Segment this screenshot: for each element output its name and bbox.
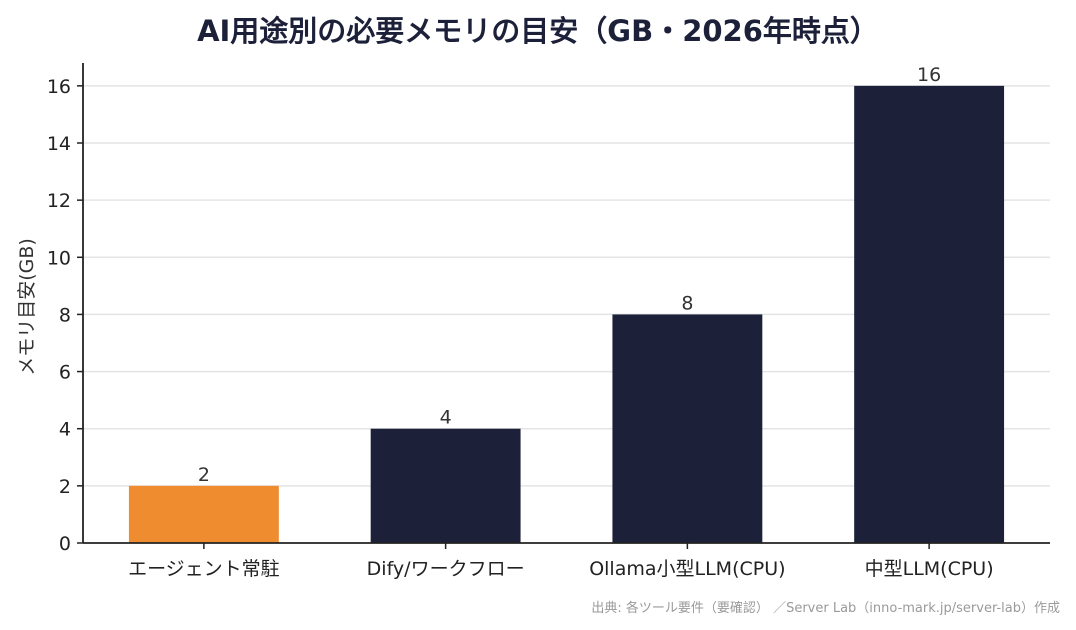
data-label: 16	[917, 64, 941, 86]
data-label: 2	[198, 464, 210, 486]
y-tick-label: 2	[59, 476, 71, 498]
y-tick-label: 0	[59, 533, 71, 555]
x-tick-label: Dify/ワークフロー	[367, 558, 525, 580]
chart-title: AI用途別の必要メモリの目安（GB・2026年時点）	[197, 14, 879, 48]
x-tick-label: エージェント常駐	[128, 558, 280, 580]
bar	[128, 485, 279, 543]
y-tick-label: 6	[59, 362, 71, 384]
y-ticks: 0 2 4 6 8 10 12 14 16	[47, 76, 83, 555]
source-note: 出典: 各ツール要件（要確認） ／Server Lab（inno-mark.jp…	[591, 601, 1060, 616]
y-tick-label: 14	[47, 133, 71, 155]
data-label: 8	[681, 292, 693, 314]
y-tick-label: 12	[47, 190, 71, 212]
x-ticks: エージェント常駐 Dify/ワークフロー Ollama小型LLM(CPU) 中型LLM…	[128, 543, 994, 580]
bars-group: 2 4 8 16	[128, 64, 1005, 543]
y-tick-label: 10	[47, 247, 71, 269]
x-tick-label: 中型LLM(CPU)	[865, 558, 994, 580]
bar	[612, 314, 763, 543]
y-axis-label: メモリ目安(GB)	[16, 238, 38, 376]
y-tick-label: 4	[59, 419, 71, 441]
y-tick-label: 16	[47, 76, 71, 98]
x-tick-label: Ollama小型LLM(CPU)	[589, 558, 785, 580]
bar	[370, 428, 521, 543]
y-tick-label: 8	[59, 304, 71, 326]
data-label: 4	[440, 407, 452, 429]
bar	[854, 85, 1005, 543]
